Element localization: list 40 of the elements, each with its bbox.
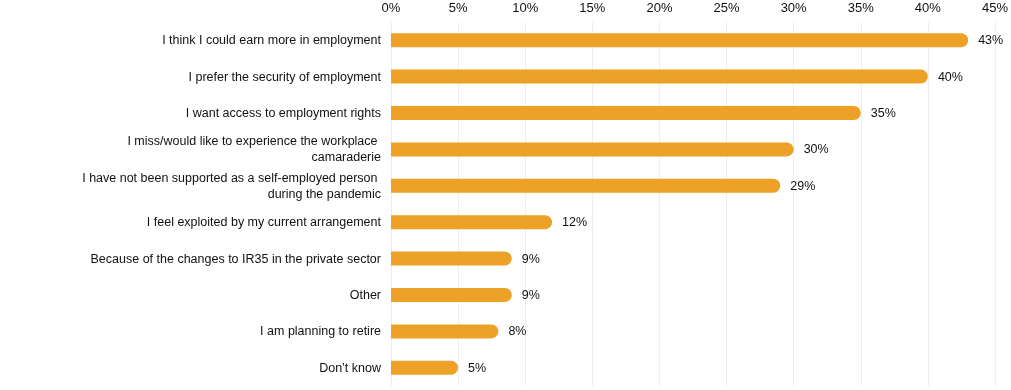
data-label: 35% [870,106,896,120]
y-tick-label: I think I could earn more in employment [162,33,382,48]
x-tick-label: 10% [512,0,539,15]
bar [391,288,512,302]
x-tick-label: 45% [981,0,1009,15]
data-label: 30% [803,142,829,157]
data-label: 40% [937,69,963,84]
y-tick-label: I am planning to retire [260,324,382,339]
x-tick-label: 25% [713,0,740,15]
bar [391,360,459,375]
bar [391,33,969,48]
y-tick-label: I miss/would like to experience the workplace camaraderie [127,134,382,165]
x-tick-label: 35% [847,0,875,15]
data-label: 9% [521,251,540,266]
x-tick-label: 30% [780,0,808,15]
y-tick-label: Because of the changes to IR35 in the private sector [90,251,381,266]
bar [391,215,553,230]
x-tick-label: 5% [448,0,468,15]
x-tick-label: 20% [646,0,673,15]
data-label: 5% [468,360,487,375]
y-tick-label: Don’t know [319,360,382,375]
x-tick-label: 15% [579,0,606,15]
data-label: 29% [790,178,816,193]
data-label: 8% [508,324,527,339]
y-tick-label: I feel exploited by my current arrangement [146,215,382,230]
bar [391,324,499,339]
x-tick-label: 40% [914,0,942,15]
bar [391,178,781,193]
bar [391,69,928,84]
y-tick-label: I have not been supported as a self-employed person during the pandemic [82,170,381,201]
data-label: 43% [978,33,1004,48]
data-label: 9% [521,288,540,302]
y-tick-label: Other [349,288,381,302]
y-tick-label: I prefer the security of employment [188,69,382,84]
data-label: 12% [562,215,588,230]
x-tick-label: 0% [381,0,401,15]
bar [391,142,794,157]
bar [391,251,512,266]
bar [391,106,861,120]
y-tick-label: I want access to employment rights [185,106,381,120]
